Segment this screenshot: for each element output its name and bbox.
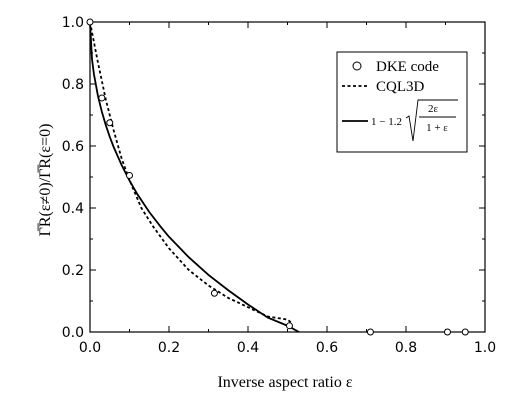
y-tick-label: 0.0	[62, 325, 84, 341]
dke-point	[126, 171, 133, 179]
y-tick-label: 0.8	[62, 77, 84, 93]
cql3d-curve	[89, 21, 293, 324]
legend-label-dke: DKE code	[376, 59, 439, 75]
x-tick-label: 1.0	[474, 340, 496, 356]
x-tick-label: 0.2	[158, 340, 180, 356]
y-tick-label: 1.0	[62, 15, 84, 31]
dke-point	[98, 94, 106, 102]
dke-point	[366, 328, 374, 336]
x-axis-label: Inverse aspect ratio ε	[217, 374, 352, 391]
x-tick-label: 0.6	[316, 340, 338, 356]
y-tick-label: 0.6	[62, 139, 84, 155]
dke-point	[210, 289, 218, 297]
y-tick-label: 0.4	[62, 201, 84, 217]
formula-prefix: 1 − 1.2	[371, 116, 402, 128]
legend-marker-dke	[352, 61, 362, 71]
dke-point	[106, 119, 114, 127]
y-tick-labels: 0.0 0.2 0.4 0.6 0.8 1.0	[62, 15, 84, 341]
formula-curve	[89, 21, 300, 333]
dke-point	[443, 328, 451, 336]
legend-label-formula: 1 − 1.2 2ε 1 + ε	[371, 99, 458, 142]
legend-label-cql3d: CQL3D	[376, 79, 425, 95]
x-tick-label: 0.0	[79, 340, 101, 356]
formula-denominator: 1 + ε	[426, 122, 448, 134]
dke-point	[86, 18, 94, 26]
x-tick-label: 0.8	[395, 340, 417, 356]
formula-radical	[405, 99, 458, 142]
formula-numerator: 2ε	[428, 103, 439, 115]
x-tick-labels: 0.0 0.2 0.4 0.6 0.8 1.0	[79, 340, 496, 356]
y-axis-label: Γ̅R(ε≠0)/Γ̅R(ε=0)	[37, 124, 54, 237]
dke-point	[461, 328, 469, 336]
y-tick-label: 0.2	[62, 263, 84, 279]
series-layer	[86, 18, 469, 336]
dke-point	[285, 322, 293, 330]
axis-ticks	[89, 21, 486, 333]
legend: DKE code CQL3D 1 − 1.2 2ε 1 + ε	[336, 51, 468, 153]
x-tick-label: 0.4	[237, 340, 259, 356]
